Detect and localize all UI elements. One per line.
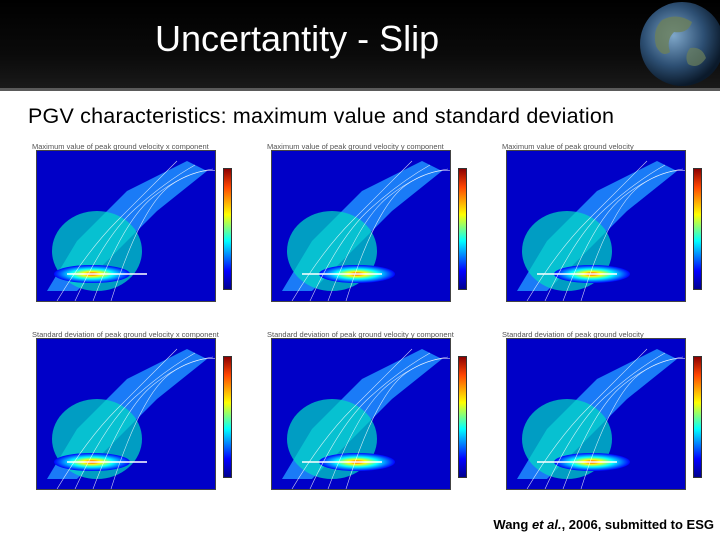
heatmap <box>271 338 451 490</box>
panel-caption: Maximum value of peak ground velocity x … <box>32 142 209 151</box>
panel-caption: Maximum value of peak ground velocity y … <box>267 142 444 151</box>
panel-caption: Maximum value of peak ground velocity <box>502 142 634 151</box>
heatmap <box>506 150 686 302</box>
panel-1: Maximum value of peak ground velocity x … <box>20 138 250 326</box>
colorbar <box>693 168 702 290</box>
figure-panels: Maximum value of peak ground velocity x … <box>20 138 710 514</box>
colorbar <box>223 356 232 478</box>
panel-3: Maximum value of peak ground velocity <box>490 138 720 326</box>
panel-2: Maximum value of peak ground velocity y … <box>255 138 485 326</box>
heatmap <box>36 150 216 302</box>
colorbar <box>458 356 467 478</box>
panel-4: Standard deviation of peak ground veloci… <box>20 326 250 514</box>
heatmap-field <box>507 151 685 301</box>
colorbar <box>693 356 702 478</box>
citation-author: Wang <box>493 517 529 532</box>
slide-subtitle: PGV characteristics: maximum value and s… <box>28 104 615 128</box>
earth-globe-icon <box>640 2 720 86</box>
panel-5: Standard deviation of peak ground veloci… <box>255 326 485 514</box>
heatmap-field <box>37 151 215 301</box>
heatmap-field <box>272 151 450 301</box>
header-divider <box>0 88 720 91</box>
panel-6: Standard deviation of peak ground veloci… <box>490 326 720 514</box>
panel-caption: Standard deviation of peak ground veloci… <box>267 330 454 339</box>
heatmap <box>271 150 451 302</box>
heatmap-field <box>272 339 450 489</box>
colorbar <box>223 168 232 290</box>
panel-caption: Standard deviation of peak ground veloci… <box>32 330 219 339</box>
heatmap-field <box>507 339 685 489</box>
citation: Wang et al., 2006, submitted to ESG <box>493 517 714 532</box>
heatmap-field <box>37 339 215 489</box>
panel-caption: Standard deviation of peak ground veloci… <box>502 330 644 339</box>
heatmap <box>506 338 686 490</box>
heatmap <box>36 338 216 490</box>
slide-title: Uncertantity - Slip <box>155 18 440 59</box>
citation-rest: , 2006, submitted to ESG <box>561 517 714 532</box>
colorbar <box>458 168 467 290</box>
citation-etal: et al. <box>531 517 562 532</box>
slide-header <box>0 0 720 90</box>
